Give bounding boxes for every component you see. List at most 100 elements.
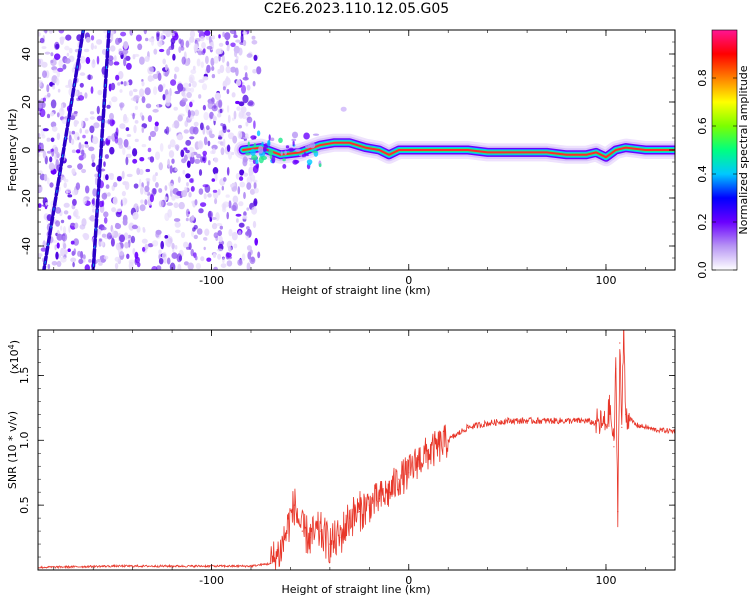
noise-speckle: [236, 106, 241, 111]
snr-point: [654, 429, 656, 431]
noise-speckle: [253, 198, 258, 207]
noise-speckle: [125, 55, 131, 62]
noise-speckle: [222, 86, 226, 91]
noise-speckle: [60, 219, 65, 224]
noise-speckle: [198, 79, 205, 83]
noise-speckle: [113, 181, 118, 188]
noise-speckle: [147, 75, 153, 82]
noise-speckle: [189, 178, 194, 183]
noise-speckle: [85, 36, 91, 43]
signal-speckle: [251, 154, 258, 161]
noise-speckle: [149, 66, 155, 72]
noise-speckle: [91, 162, 96, 168]
noise-speckle: [152, 174, 157, 182]
y-tick-label: -20: [20, 189, 33, 207]
noise-speckle: [139, 88, 145, 97]
noise-speckle: [225, 65, 231, 74]
noise-speckle: [39, 82, 42, 87]
noise-speckle: [217, 113, 222, 118]
noise-speckle: [54, 244, 57, 251]
noise-speckle: [171, 195, 176, 201]
noise-speckle: [61, 118, 68, 125]
snr-point: [408, 472, 410, 474]
noise-speckle: [224, 77, 231, 86]
noise-speckle: [189, 155, 195, 165]
noise-speckle: [96, 55, 100, 65]
noise-speckle: [109, 112, 114, 121]
noise-speckle: [166, 48, 171, 56]
noise-speckle: [117, 82, 121, 86]
snr-point: [418, 459, 420, 461]
noise-speckle: [226, 144, 231, 152]
noise-speckle: [79, 128, 82, 134]
noise-speckle: [181, 158, 187, 164]
noise-speckle: [203, 193, 207, 200]
noise-speckle: [70, 240, 75, 245]
noise-speckle: [155, 182, 159, 188]
noise-speckle: [141, 126, 145, 133]
noise-speckle: [245, 231, 250, 236]
noise-speckle: [197, 140, 204, 150]
noise-speckle: [203, 111, 209, 121]
noise-speckle: [97, 89, 103, 96]
x-tick-label: 0: [405, 574, 412, 587]
noise-speckle: [187, 109, 191, 118]
noise-speckle: [133, 95, 140, 100]
y-tick-label: 1.0: [18, 432, 31, 450]
signal-speckle: [285, 145, 290, 149]
signal-speckle: [303, 132, 310, 140]
noise-speckle: [43, 173, 48, 182]
noise-speckle: [71, 138, 75, 145]
snr-point: [644, 426, 647, 428]
noise-speckle: [119, 102, 125, 108]
noise-speckle: [90, 42, 94, 51]
noise-speckle: [92, 136, 99, 145]
noise-speckle: [46, 84, 50, 93]
noise-speckle: [108, 172, 114, 177]
noise-speckle: [77, 95, 85, 101]
noise-speckle: [94, 173, 99, 178]
noise-speckle: [185, 208, 190, 218]
x-tick-label: -100: [199, 574, 224, 587]
noise-speckle: [242, 94, 249, 104]
noise-speckle: [123, 41, 129, 50]
snr-point: [526, 420, 528, 422]
noise-speckle: [71, 250, 76, 256]
signal-speckle: [340, 106, 347, 112]
noise-speckle: [200, 61, 204, 68]
noise-speckle: [175, 229, 181, 234]
noise-speckle: [191, 230, 194, 237]
noise-speckle: [134, 251, 139, 259]
noise-speckle: [41, 134, 46, 139]
noise-speckle: [174, 245, 178, 250]
noise-speckle: [250, 174, 256, 182]
noise-speckle: [222, 257, 225, 264]
noise-speckle: [235, 213, 242, 217]
noise-speckle: [197, 50, 203, 56]
noise-speckle: [234, 50, 238, 57]
noise-speckle: [111, 228, 115, 238]
noise-speckle: [38, 170, 43, 175]
noise-speckle: [68, 47, 73, 54]
noise-speckle: [71, 112, 78, 117]
noise-speckle: [154, 125, 159, 132]
noise-speckle: [218, 99, 223, 109]
noise-speckle: [204, 228, 210, 236]
noise-speckle: [154, 121, 159, 127]
noise-speckle: [118, 50, 124, 56]
noise-speckle: [156, 103, 160, 109]
noise-speckle: [199, 35, 205, 42]
noise-speckle: [52, 69, 58, 74]
noise-speckle: [185, 139, 192, 146]
noise-speckle: [248, 100, 254, 106]
noise-speckle: [122, 197, 127, 206]
noise-speckle: [96, 39, 103, 45]
noise-speckle: [113, 61, 120, 66]
noise-speckle: [206, 257, 212, 262]
noise-speckle: [63, 210, 69, 215]
noise-speckle: [106, 192, 111, 197]
noise-speckle: [114, 256, 121, 262]
noise-speckle: [75, 182, 81, 190]
signal-speckle: [291, 131, 299, 139]
noise-speckle: [92, 208, 95, 213]
